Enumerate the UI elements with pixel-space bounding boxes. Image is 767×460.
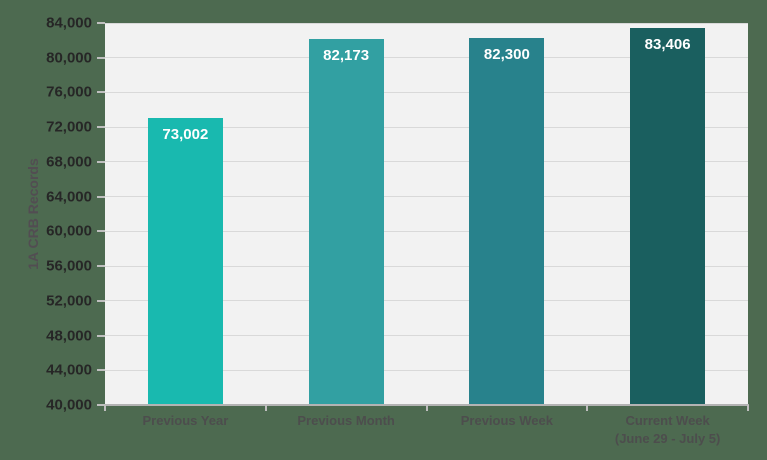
y-tick-label: 72,000 [46,118,92,136]
gridline [105,300,748,302]
x-category-label: Previous Year [105,412,266,430]
x-tick-mark [425,405,428,411]
x-category-label-line1: Previous Month [297,413,395,428]
y-tick-mark [97,369,105,372]
bar-value-label: 73,002 [162,126,209,144]
y-tick-mark [97,22,105,24]
y-tick-mark [97,126,105,129]
gridline [105,161,748,163]
gridline [105,369,748,371]
bar: 83,406 [630,28,706,404]
bar: 73,002 [147,118,223,404]
y-axis: 40,000 44,000 48,000 52,000 56,000 60,000 64,0… [0,15,105,414]
gridline [105,91,748,93]
y-tick-mark [97,230,105,233]
gridline [105,335,748,337]
y-tick-mark [97,195,105,198]
x-category-label-line2: (June 29 - July 5) [614,431,721,446]
y-tick-mark [97,265,105,268]
y-tick-label: 40,000 [46,396,92,414]
gridline [105,57,748,59]
y-tick-label: 84,000 [46,14,92,32]
x-tick-mark [586,405,589,411]
bar-value-label: 83,406 [644,36,691,54]
y-tick-mark [97,56,105,59]
y-tick-label: 56,000 [46,257,92,275]
y-tick-label: 52,000 [46,292,92,310]
y-tick-label: 64,000 [46,188,92,206]
x-category-label-line1: Previous Week [460,413,553,428]
y-tick-label: 44,000 [46,361,92,379]
y-tick-mark [97,404,105,406]
x-category-label-line1: Current Week [625,413,710,428]
bar-value-label: 82,173 [323,46,370,64]
bar-value-label: 82,300 [483,45,530,63]
y-tick-mark [97,334,105,337]
x-tick-mark [104,405,106,411]
y-tick-mark [97,160,105,163]
bar: 82,300 [469,37,545,404]
y-tick-label: 80,000 [46,49,92,67]
x-category-label: Previous Month [266,412,427,430]
gridline [105,230,748,232]
x-category-label: Current Week (June 29 - July 5) [587,412,748,448]
x-category-label-line1: Previous Year [142,413,229,428]
gridline [105,196,748,198]
gridline [105,22,748,24]
y-tick-label: 68,000 [46,153,92,171]
y-tick-mark [97,91,105,94]
y-tick-label: 60,000 [46,222,92,240]
plot-area: 73,002 82,173 82,300 83,406 [105,22,748,405]
gridline [105,126,748,128]
bar: 82,173 [308,38,384,404]
x-tick-mark [264,405,267,411]
x-axis: Previous Year Previous Month Previous Week… [105,412,748,456]
gridline [105,265,748,267]
y-tick-label: 48,000 [46,327,92,345]
x-category-label: Previous Week [426,412,587,430]
y-tick-label: 76,000 [46,83,92,101]
y-tick-mark [97,299,105,302]
x-tick-mark [747,405,749,411]
